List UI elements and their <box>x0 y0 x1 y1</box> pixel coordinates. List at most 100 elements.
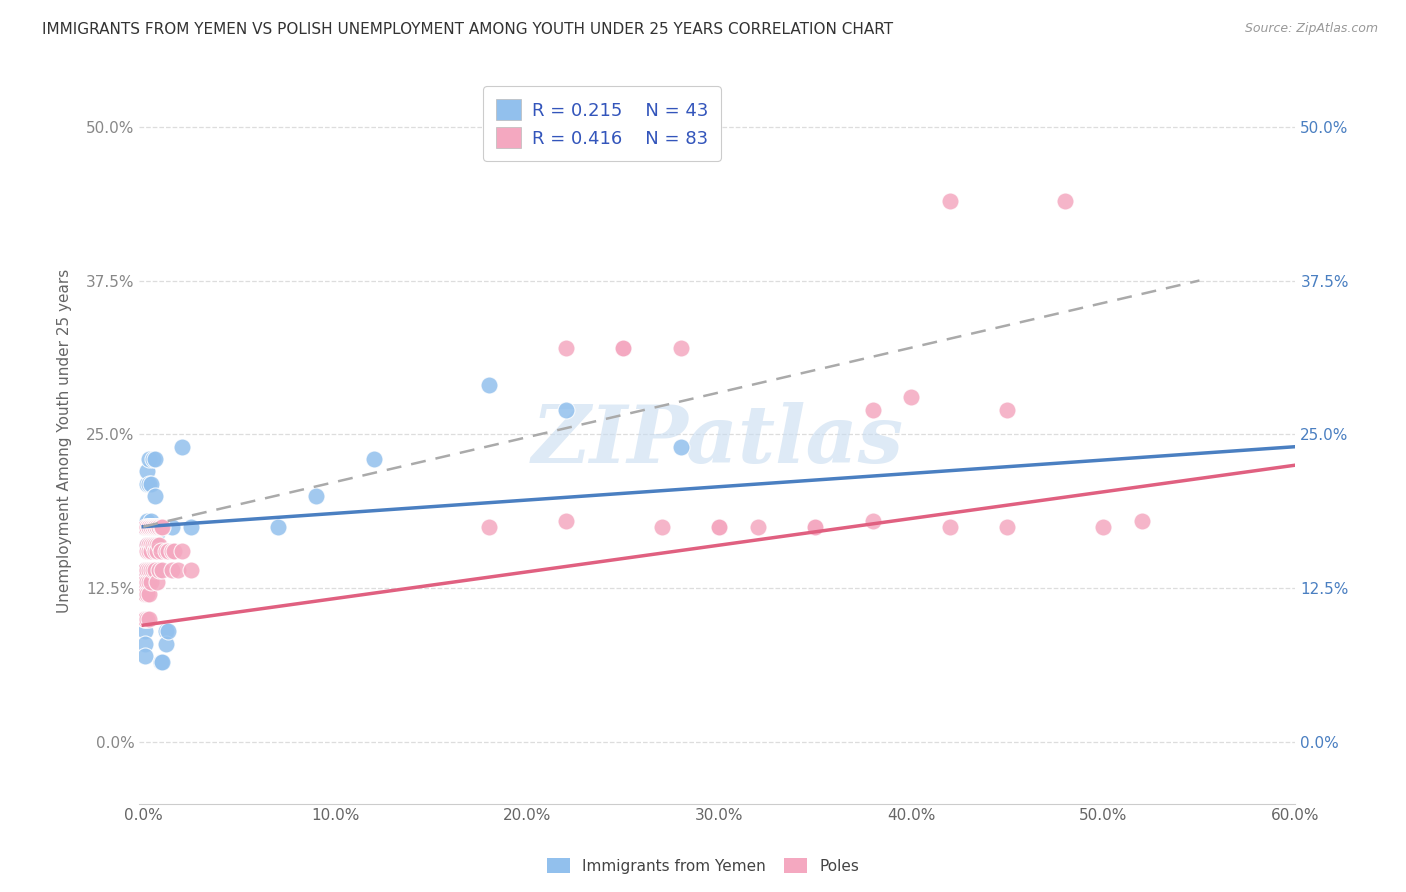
Point <box>155 637 177 651</box>
Point <box>160 563 183 577</box>
Point <box>136 544 159 558</box>
Point <box>134 563 156 577</box>
Point <box>143 544 166 558</box>
Point <box>139 514 162 528</box>
Point <box>136 563 159 577</box>
Point <box>478 519 501 533</box>
Point <box>155 624 177 639</box>
Point <box>170 544 193 558</box>
Point <box>143 519 166 533</box>
Point <box>143 452 166 467</box>
Point <box>145 538 167 552</box>
Point <box>1130 514 1153 528</box>
Point <box>900 391 922 405</box>
Point <box>136 612 159 626</box>
Point <box>939 194 962 208</box>
Point <box>160 544 183 558</box>
Point <box>138 612 160 626</box>
Point <box>145 544 167 558</box>
Point <box>142 538 165 552</box>
Point <box>143 538 166 552</box>
Point <box>136 538 159 552</box>
Point <box>136 476 159 491</box>
Point <box>142 452 165 467</box>
Point <box>139 544 162 558</box>
Point <box>143 519 166 533</box>
Point <box>136 563 159 577</box>
Point <box>148 519 170 533</box>
Point <box>157 624 180 639</box>
Point <box>143 563 166 577</box>
Point <box>669 440 692 454</box>
Point <box>163 544 186 558</box>
Legend: R = 0.215    N = 43, R = 0.416    N = 83: R = 0.215 N = 43, R = 0.416 N = 83 <box>482 87 721 161</box>
Point <box>138 519 160 533</box>
Point <box>152 655 174 669</box>
Point <box>939 519 962 533</box>
Point <box>709 519 731 533</box>
Point <box>134 612 156 626</box>
Point <box>142 519 165 533</box>
Point <box>139 476 162 491</box>
Point <box>148 563 170 577</box>
Point <box>142 563 165 577</box>
Point <box>747 519 769 533</box>
Legend: Immigrants from Yemen, Poles: Immigrants from Yemen, Poles <box>541 852 865 880</box>
Point <box>554 514 576 528</box>
Point <box>134 612 156 626</box>
Point <box>363 452 385 467</box>
Y-axis label: Unemployment Among Youth under 25 years: Unemployment Among Youth under 25 years <box>58 268 72 613</box>
Point <box>138 519 160 533</box>
Point <box>180 519 202 533</box>
Point <box>134 612 156 626</box>
Point <box>139 519 162 533</box>
Point <box>148 519 170 533</box>
Point <box>138 519 160 533</box>
Point <box>143 519 166 533</box>
Point <box>134 587 156 601</box>
Point <box>862 402 884 417</box>
Point <box>478 378 501 392</box>
Point <box>1092 519 1115 533</box>
Point <box>134 637 156 651</box>
Point <box>145 519 167 533</box>
Point <box>136 519 159 533</box>
Point <box>651 519 673 533</box>
Text: Source: ZipAtlas.com: Source: ZipAtlas.com <box>1244 22 1378 36</box>
Point <box>149 655 172 669</box>
Point <box>305 489 328 503</box>
Point <box>139 538 162 552</box>
Point <box>157 544 180 558</box>
Point <box>136 519 159 533</box>
Point <box>136 575 159 590</box>
Point <box>139 575 162 590</box>
Point <box>138 575 160 590</box>
Text: IMMIGRANTS FROM YEMEN VS POLISH UNEMPLOYMENT AMONG YOUTH UNDER 25 YEARS CORRELAT: IMMIGRANTS FROM YEMEN VS POLISH UNEMPLOY… <box>42 22 893 37</box>
Point <box>134 519 156 533</box>
Point <box>136 587 159 601</box>
Point <box>997 519 1019 533</box>
Point <box>267 519 290 533</box>
Point <box>149 544 172 558</box>
Point <box>612 341 634 355</box>
Point <box>135 519 157 533</box>
Point <box>136 514 159 528</box>
Point <box>138 538 160 552</box>
Point <box>142 519 165 533</box>
Point <box>139 519 162 533</box>
Point <box>145 538 167 552</box>
Point <box>138 519 160 533</box>
Point <box>139 563 162 577</box>
Point <box>148 563 170 577</box>
Point <box>143 489 166 503</box>
Point <box>804 519 827 533</box>
Point <box>152 519 174 533</box>
Point <box>862 514 884 528</box>
Point <box>166 563 188 577</box>
Point <box>160 519 183 533</box>
Point <box>145 525 167 540</box>
Point <box>170 440 193 454</box>
Point <box>709 519 731 533</box>
Point <box>155 544 177 558</box>
Point <box>136 538 159 552</box>
